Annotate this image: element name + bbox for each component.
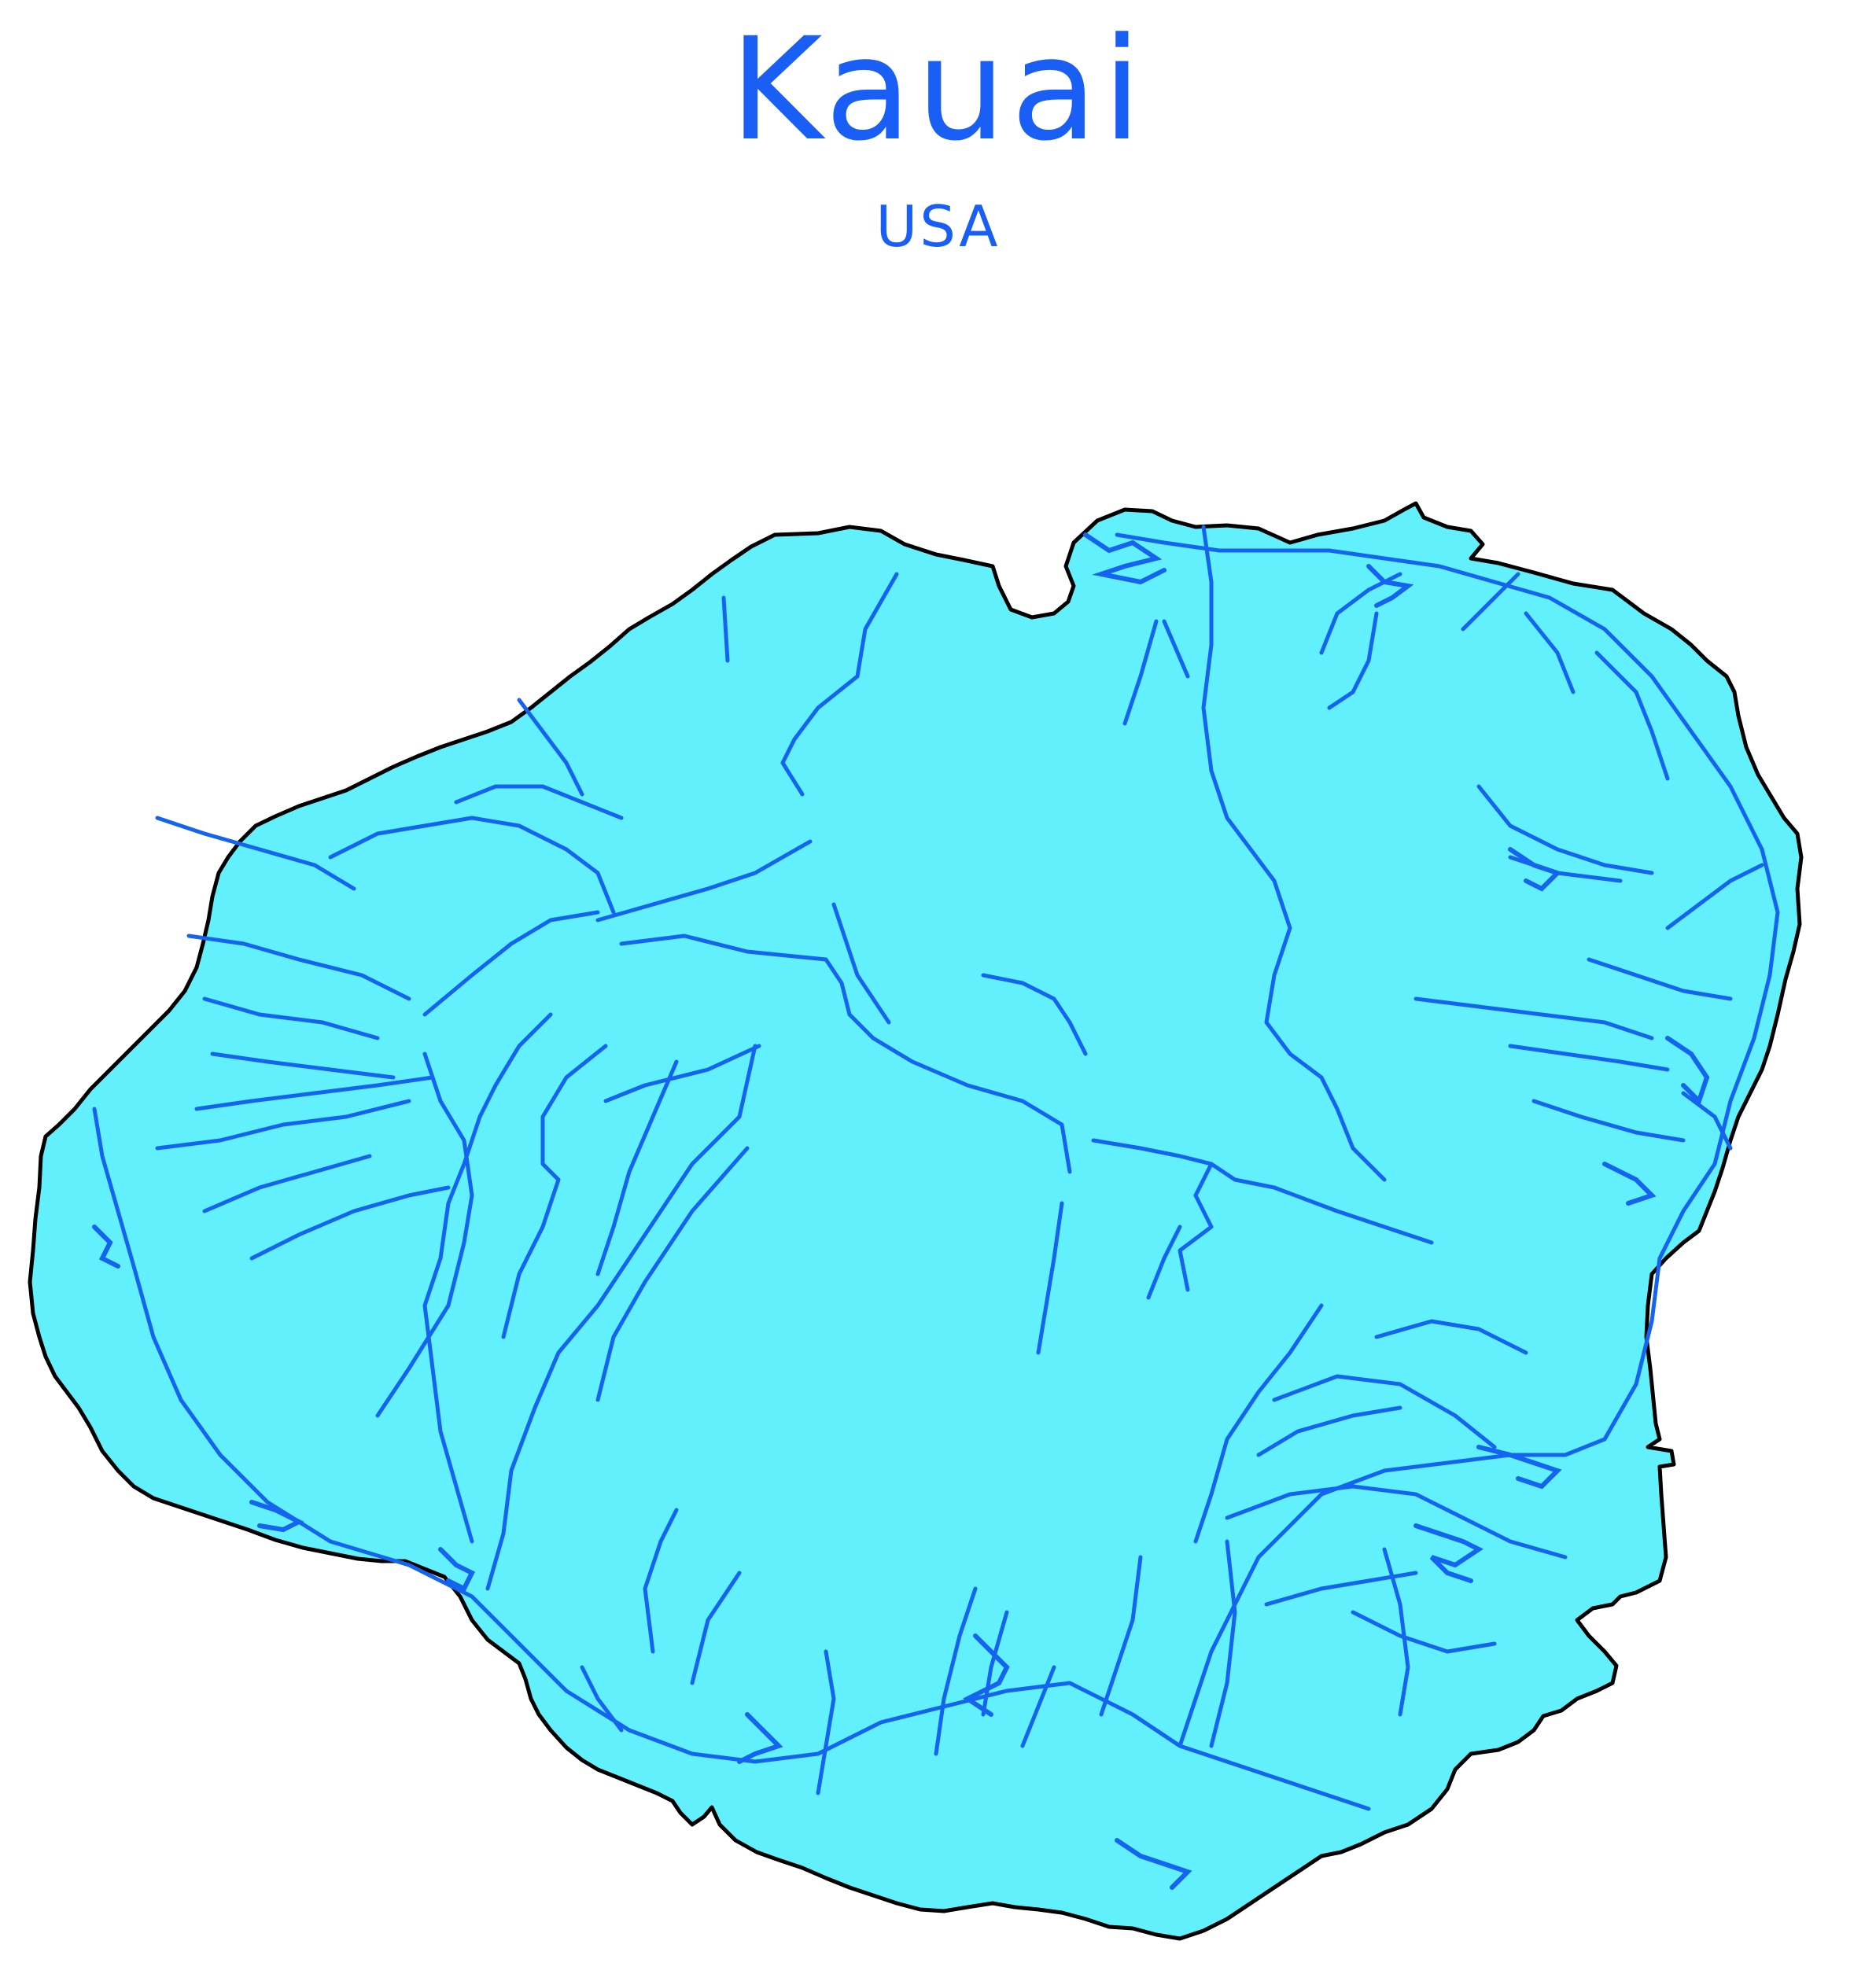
road-east-coast-highway bbox=[1115, 532, 1780, 1748]
road-west-coast-highway bbox=[92, 1107, 1371, 1811]
town-barking-sands bbox=[92, 1225, 120, 1269]
map-title: Kauai bbox=[729, 8, 1147, 172]
town-poipu bbox=[1115, 1838, 1192, 1890]
town-hanalei bbox=[1083, 532, 1167, 585]
town-wailua bbox=[1602, 1162, 1657, 1206]
town-kekaha bbox=[249, 1500, 304, 1533]
town-clusters bbox=[92, 532, 1710, 1890]
town-princeville bbox=[1366, 564, 1414, 608]
island-landmass bbox=[28, 501, 1804, 1941]
road-network bbox=[92, 525, 1780, 1811]
town-kapaa bbox=[1665, 1036, 1710, 1106]
town-anahola bbox=[1508, 847, 1562, 892]
map-subtitle: USA bbox=[875, 193, 1001, 260]
town-koloa bbox=[963, 1633, 1010, 1717]
town-lihue bbox=[1413, 1523, 1483, 1583]
town-waimea bbox=[438, 1547, 476, 1593]
town-lihue-center bbox=[1476, 1445, 1562, 1490]
town-hanapepe bbox=[737, 1712, 783, 1764]
